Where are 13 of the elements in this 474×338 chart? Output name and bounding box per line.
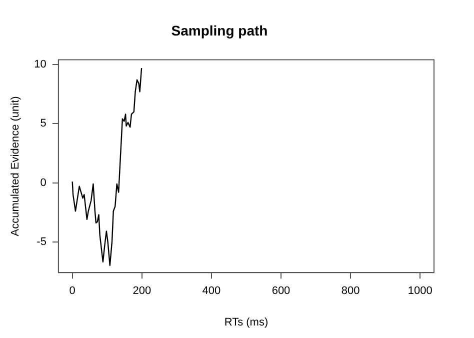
x-tick-label: 0 [69,285,76,298]
y-axis-title: Accumulated Evidence (unit) [10,96,22,236]
x-tick-label: 400 [202,285,221,298]
x-tick-label: 1000 [408,285,432,298]
y-tick-label: 10 [34,58,46,71]
y-tick-label: -5 [36,236,46,248]
y-tick-label: 5 [40,118,46,130]
x-tick-label: 600 [272,285,290,298]
x-axis-title: RTs (ms) [224,316,268,328]
x-tick-label: 200 [132,285,152,298]
y-tick-label: 0 [40,176,46,189]
chart-title: Sampling path [171,22,268,38]
x-tick-label: 800 [341,285,360,298]
